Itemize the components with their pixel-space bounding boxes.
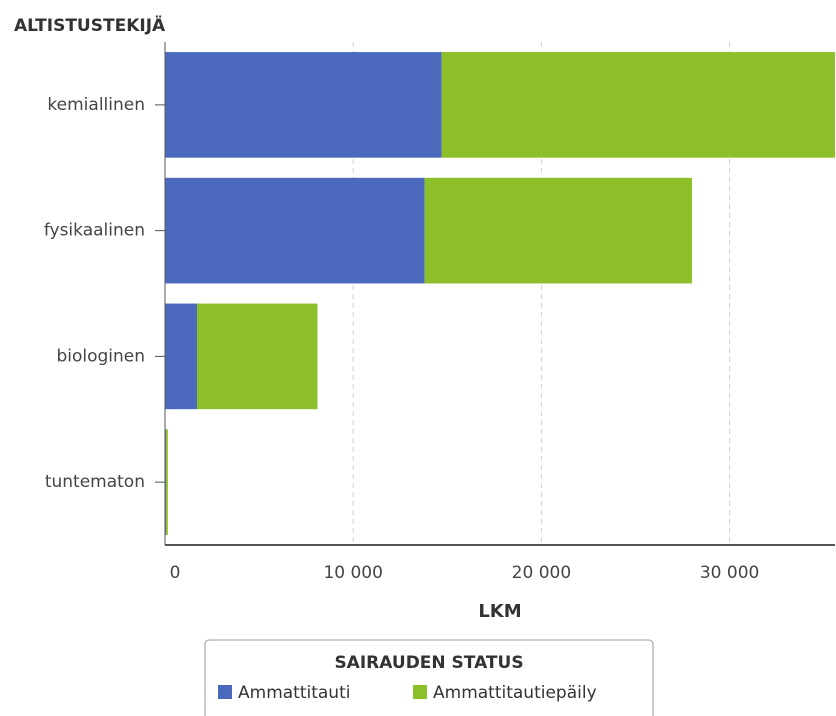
bar	[165, 177, 425, 284]
bar	[165, 52, 442, 158]
chart-title: ALTISTUSTEKIJÄ	[14, 14, 166, 36]
y-tick-label: biologinen	[56, 346, 145, 366]
bar	[196, 303, 318, 410]
legend-swatch	[413, 685, 427, 699]
legend-title: SAIRAUDEN STATUS	[334, 653, 523, 673]
legend-label: Ammattitautiepäily	[433, 683, 597, 703]
y-tick-label: kemiallinen	[47, 95, 145, 115]
x-tick-label: 20 000	[512, 563, 571, 583]
x-tick-label: 30 000	[700, 563, 759, 583]
x-tick-label: 0	[170, 563, 181, 583]
legend-label: Ammattitauti	[238, 683, 350, 703]
legend-swatch	[218, 685, 232, 699]
x-axis-label: LKM	[478, 601, 521, 622]
bar	[441, 52, 835, 158]
bar	[165, 429, 168, 535]
legend-box	[204, 639, 654, 716]
y-tick-label: tuntematon	[45, 472, 145, 492]
bar	[165, 303, 197, 410]
bar	[424, 177, 692, 284]
y-tick-label: fysikaalinen	[44, 221, 145, 241]
x-tick-label: 10 000	[323, 563, 382, 583]
